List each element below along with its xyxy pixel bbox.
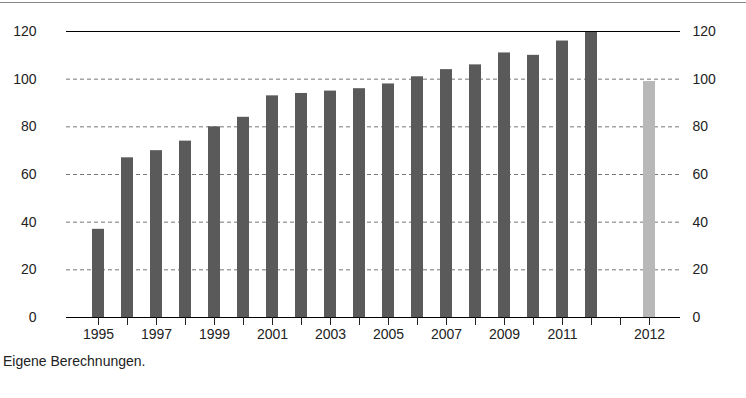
svg-text:2012: 2012 [634, 326, 665, 342]
html-text:Eigene Berechnungen.: Eigene Berechnungen. [3, 353, 146, 369]
svg-text:60: 60 [21, 166, 37, 182]
svg-text:40: 40 [693, 214, 709, 230]
svg-text:80: 80 [693, 118, 709, 134]
svg-text:80: 80 [21, 118, 37, 134]
svg-text:20: 20 [693, 261, 709, 277]
svg-text:120: 120 [693, 23, 717, 39]
svg-text:20: 20 [21, 261, 37, 277]
svg-text:40: 40 [21, 214, 37, 230]
svg-text:0: 0 [693, 309, 701, 325]
svg-text:1997: 1997 [141, 326, 172, 342]
svg-text:2009: 2009 [489, 326, 520, 342]
svg-text:2005: 2005 [373, 326, 404, 342]
svg-text:100: 100 [693, 71, 717, 87]
svg-text:100: 100 [13, 71, 37, 87]
svg-text:120: 120 [13, 23, 37, 39]
svg-text:2003: 2003 [315, 326, 346, 342]
svg-text:2001: 2001 [257, 326, 288, 342]
svg-text:60: 60 [693, 166, 709, 182]
svg-text:2011: 2011 [547, 326, 577, 342]
svg-text:1999: 1999 [199, 326, 230, 342]
svg-text:2007: 2007 [431, 326, 462, 342]
svg-text:1995: 1995 [83, 326, 114, 342]
svg-text:0: 0 [29, 309, 37, 325]
